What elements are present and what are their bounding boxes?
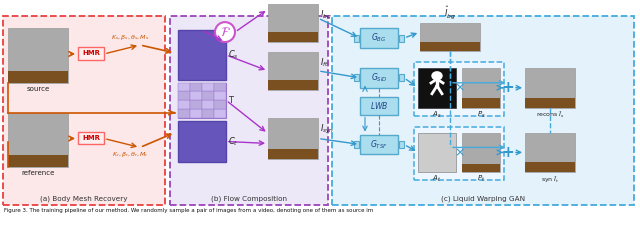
Text: $A_s$: $A_s$	[432, 110, 442, 120]
Bar	[8, 71, 68, 83]
Bar	[214, 109, 226, 118]
Bar	[525, 98, 575, 108]
Text: $LWB$: $LWB$	[370, 100, 388, 111]
Bar	[268, 149, 318, 159]
Bar	[78, 131, 104, 144]
Bar	[78, 47, 104, 60]
Bar	[525, 68, 575, 108]
Text: source: source	[26, 86, 50, 92]
Bar	[360, 135, 398, 154]
Bar	[178, 109, 190, 118]
Bar	[3, 16, 165, 205]
Bar	[202, 91, 214, 100]
Bar	[354, 35, 359, 42]
Text: $I_{ft}$: $I_{ft}$	[320, 57, 329, 69]
Bar	[418, 133, 456, 172]
Text: $C_t$: $C_t$	[228, 135, 238, 148]
Bar	[170, 16, 328, 205]
Bar	[399, 141, 404, 148]
Text: T: T	[228, 96, 233, 105]
Bar	[399, 35, 404, 42]
Text: HMR: HMR	[82, 50, 100, 57]
Bar	[178, 100, 190, 109]
Bar	[178, 121, 226, 162]
Bar	[399, 74, 404, 81]
Bar	[462, 164, 500, 172]
Bar	[214, 100, 226, 109]
Bar	[8, 28, 68, 83]
Text: (b) Flow Composition: (b) Flow Composition	[211, 196, 287, 202]
Text: $\times$: $\times$	[454, 146, 465, 159]
Bar	[178, 91, 190, 100]
Text: $\times$: $\times$	[454, 81, 465, 94]
Bar	[202, 109, 214, 118]
Text: $G_{TSF}$: $G_{TSF}$	[370, 138, 388, 151]
Text: $K_r,\beta_r,\theta_r,M_r$: $K_r,\beta_r,\theta_r,M_r$	[111, 151, 148, 159]
Text: $A_t$: $A_t$	[433, 174, 442, 185]
Bar	[360, 97, 398, 115]
Bar	[268, 80, 318, 90]
Bar	[190, 109, 202, 118]
Bar	[418, 68, 456, 108]
Bar	[190, 100, 202, 109]
Bar	[8, 155, 68, 167]
Bar	[525, 162, 575, 172]
Text: +: +	[502, 145, 515, 160]
Bar	[360, 68, 398, 88]
Bar	[420, 23, 480, 51]
Text: $\hat{I}_{bg}$: $\hat{I}_{bg}$	[444, 5, 456, 21]
Bar	[420, 42, 480, 51]
Bar	[414, 126, 504, 180]
Text: syn $\hat{I}_t$: syn $\hat{I}_t$	[541, 174, 559, 185]
Text: $G_{BG}$: $G_{BG}$	[371, 32, 387, 44]
Bar	[178, 30, 226, 80]
Bar	[462, 68, 500, 108]
Text: $G_{SID}$: $G_{SID}$	[371, 72, 387, 84]
Bar	[268, 52, 318, 90]
Bar	[268, 4, 318, 42]
Bar	[268, 32, 318, 42]
Bar	[190, 83, 202, 91]
Bar	[190, 91, 202, 100]
Bar	[354, 141, 359, 148]
Text: recons $\hat{I}_s$: recons $\hat{I}_s$	[536, 110, 564, 120]
Bar	[178, 83, 226, 118]
Text: (c) Liquid Warping GAN: (c) Liquid Warping GAN	[441, 196, 525, 202]
Text: HMR: HMR	[82, 135, 100, 141]
Bar	[360, 28, 398, 48]
Bar	[202, 100, 214, 109]
Text: $I_{bg}$: $I_{bg}$	[320, 9, 332, 22]
Text: $I_{syn}$: $I_{syn}$	[320, 123, 334, 136]
Ellipse shape	[432, 72, 442, 80]
Bar	[202, 83, 214, 91]
Bar	[214, 83, 226, 91]
Bar	[525, 133, 575, 172]
Bar	[268, 118, 318, 159]
Text: $P_t$: $P_t$	[477, 174, 485, 185]
Bar	[462, 133, 500, 172]
Bar	[8, 113, 68, 167]
Bar	[354, 74, 359, 81]
Bar	[214, 91, 226, 100]
Text: Figure 3. The training pipeline of our method. We randomly sample a pair of imag: Figure 3. The training pipeline of our m…	[4, 208, 373, 213]
Text: $P_s$: $P_s$	[477, 110, 485, 120]
Bar	[462, 98, 500, 108]
Text: +: +	[502, 80, 515, 95]
Text: $\mathcal{F}$: $\mathcal{F}$	[220, 26, 230, 39]
Text: (a) Body Mesh Recovery: (a) Body Mesh Recovery	[40, 196, 128, 202]
Bar	[332, 16, 634, 205]
Text: $C_s$: $C_s$	[228, 49, 239, 61]
Text: reference: reference	[21, 170, 54, 176]
Circle shape	[215, 22, 235, 42]
Bar	[178, 83, 190, 91]
Bar	[414, 62, 504, 116]
Text: $K_s,\beta_s,\theta_s,M_s$: $K_s,\beta_s,\theta_s,M_s$	[111, 33, 149, 42]
